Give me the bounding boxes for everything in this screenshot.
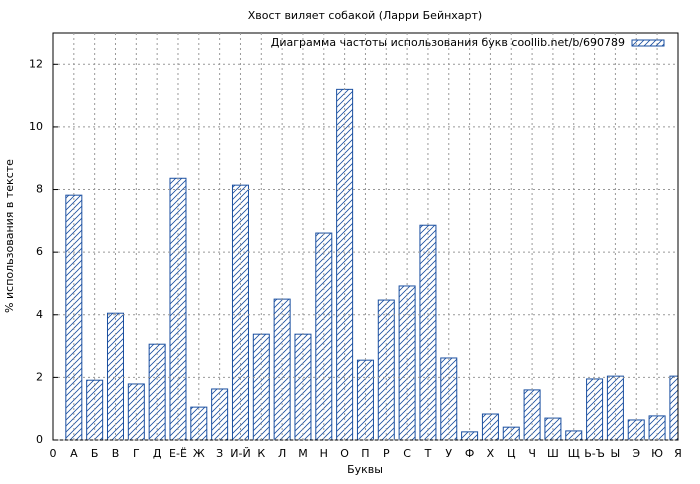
x-tick-label: Ц	[507, 447, 516, 460]
bar	[231, 184, 249, 440]
x-tick-label: Д	[153, 447, 162, 460]
x-tick-label: Е-Ё	[169, 447, 187, 460]
bar	[565, 430, 583, 440]
x-tick-label: Щ	[568, 447, 580, 460]
x-tick-label: Л	[278, 447, 286, 460]
x-tick-label: И-Й	[230, 447, 250, 460]
x-tick-label: А	[70, 447, 78, 460]
x-tick-label: Ф	[465, 447, 474, 460]
x-tick-label: Ш	[547, 447, 559, 460]
bar	[398, 285, 416, 440]
x-tick-label: Б	[91, 447, 99, 460]
legend-swatch	[631, 39, 665, 47]
bar	[106, 312, 124, 440]
y-tick-label: 12	[29, 57, 43, 70]
bar	[377, 299, 395, 440]
x-tick-label: З	[216, 447, 223, 460]
x-tick-label: Ь-Ъ	[584, 447, 605, 460]
x-tick-label: П	[361, 447, 369, 460]
x-axis-label: Буквы	[347, 463, 383, 476]
chart-title: Хвост виляет собакой (Ларри Бейнхарт)	[248, 9, 482, 22]
x-tick-label: 0	[50, 447, 57, 460]
x-tick-label: Я	[674, 447, 682, 460]
x-tick-label: Г	[133, 447, 140, 460]
y-tick-label: 4	[36, 308, 43, 321]
x-tick-label: У	[445, 447, 452, 460]
bar	[481, 413, 499, 440]
y-tick-label: 2	[36, 370, 43, 383]
y-tick-label: 8	[36, 183, 43, 196]
x-tick-label: Т	[424, 447, 432, 460]
y-axis-label: % использования в тексте	[3, 159, 16, 313]
x-tick-label: Р	[383, 447, 390, 460]
x-tick-label: Х	[487, 447, 495, 460]
x-tick-label: Н	[320, 447, 328, 460]
x-tick-label: В	[112, 447, 120, 460]
x-tick-label: Э	[632, 447, 640, 460]
y-tick-label: 6	[36, 245, 43, 258]
x-tick-label: Ж	[193, 447, 205, 460]
x-tick-label: М	[298, 447, 308, 460]
y-tick-label: 10	[29, 120, 43, 133]
bar	[419, 224, 437, 440]
legend-label: Диаграмма частоты использования букв coo…	[271, 36, 625, 49]
bar	[127, 383, 145, 440]
bar	[65, 194, 83, 440]
x-tick-label: С	[403, 447, 411, 460]
y-tick-label: 0	[36, 433, 43, 446]
x-tick-label: Ы	[611, 447, 621, 460]
x-tick-label: Ю	[651, 447, 663, 460]
x-tick-label: К	[257, 447, 265, 460]
x-tick-label: Ч	[528, 447, 536, 460]
x-tick-label: О	[340, 447, 349, 460]
